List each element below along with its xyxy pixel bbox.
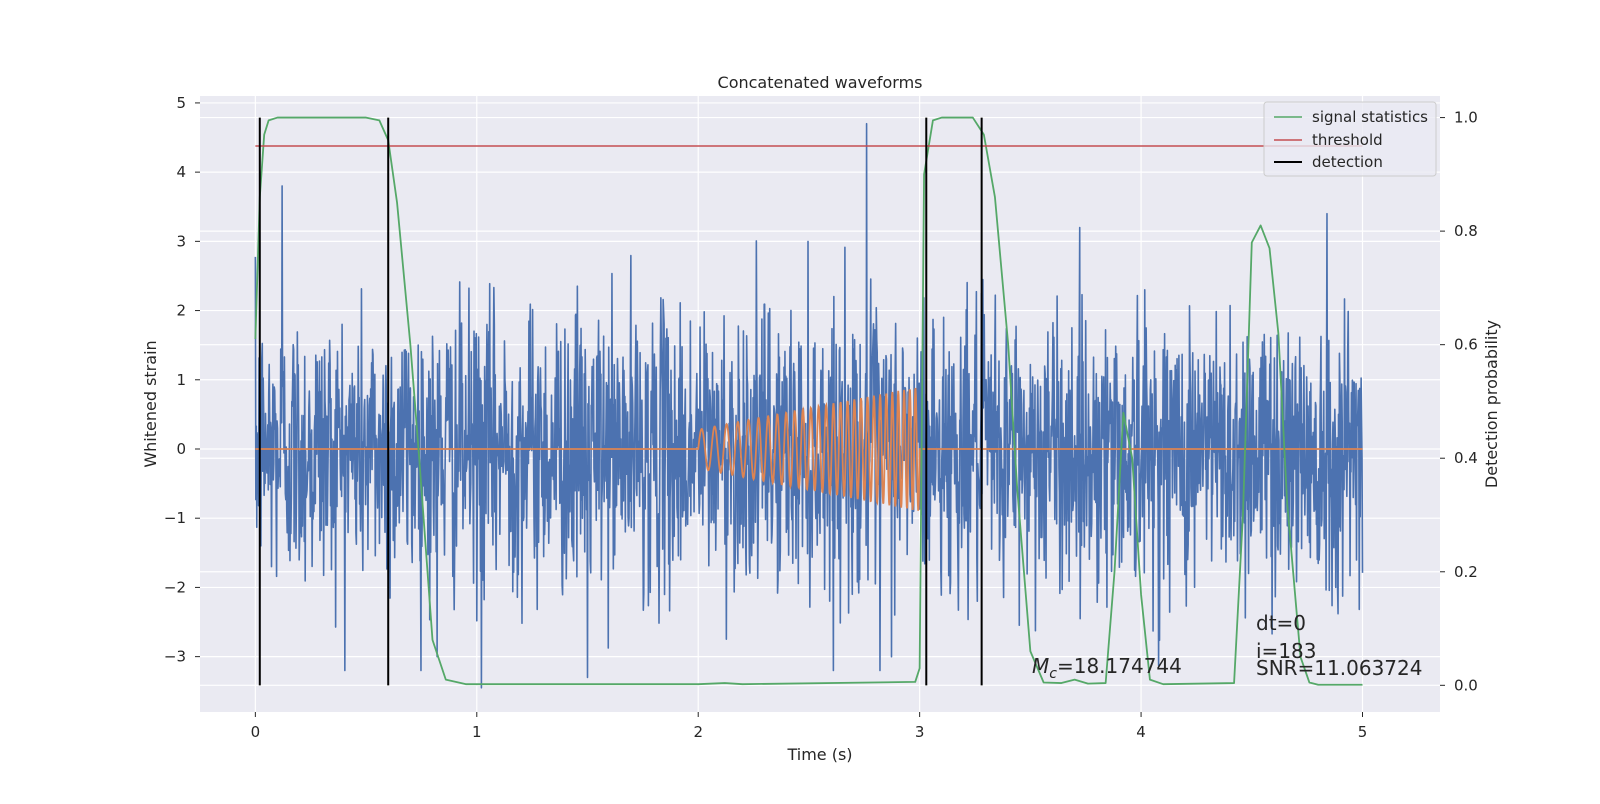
signal-statistics-line	[254, 116, 1363, 686]
injected-chirp-line	[255, 387, 1363, 511]
index-annotation: i=183	[1256, 639, 1317, 663]
legend-box	[1263, 101, 1437, 177]
legend-label-detection: detection	[1312, 153, 1383, 171]
y2-tick-label: 0.8	[1454, 222, 1478, 240]
y-tick-label: 3	[176, 232, 186, 250]
x-tick-label: 4	[1136, 723, 1146, 741]
chart-title: Concatenated waveforms	[718, 73, 923, 92]
y2-tick-label: 0.4	[1454, 449, 1478, 467]
chirp-mass-value: =18.174744	[1057, 654, 1182, 678]
grid-lines-left	[200, 96, 1440, 712]
y2-tick-label: 0.6	[1454, 336, 1478, 354]
x-tick-label: 5	[1358, 723, 1368, 741]
dt-annotation: dt=0	[1256, 611, 1306, 635]
y-tick-label: 5	[176, 94, 186, 112]
y-tick-label: 0	[176, 440, 186, 458]
y2-axis-ticks: 0.0 0.2 0.4 0.6 0.8 1.0	[1440, 109, 1478, 694]
x-axis-ticks: 0 1 2 3 4 5	[251, 712, 1368, 741]
y-tick-label: −1	[164, 509, 186, 527]
snr-annotation: SNR=11.063724	[1256, 656, 1422, 680]
y-tick-label: 4	[176, 163, 186, 181]
series-layer	[254, 116, 1364, 689]
y-axis-label: Whitened strain	[141, 340, 160, 467]
legend: signal statistics threshold detection	[1263, 101, 1437, 177]
y2-axis-label: Detection probability	[1482, 320, 1501, 488]
y-tick-label: 1	[176, 371, 186, 389]
legend-label-threshold: threshold	[1312, 131, 1383, 149]
legend-label-signal-statistics: signal statistics	[1312, 108, 1428, 126]
chirp-mass-annotation: Mc=18.174744	[1032, 654, 1182, 682]
x-tick-label: 0	[251, 723, 261, 741]
x-tick-label: 2	[693, 723, 703, 741]
x-axis-label: Time (s)	[786, 745, 852, 764]
y-tick-label: 2	[176, 302, 186, 320]
y2-tick-label: 1.0	[1454, 109, 1478, 127]
annotations: Mc=18.174744 dt=0 i=183 SNR=11.063724	[1032, 611, 1422, 682]
y2-tick-label: 0.0	[1454, 676, 1478, 694]
y-axis-ticks: −3 −2 −1 0 1 2 3 4 5	[164, 94, 200, 666]
x-tick-label: 1	[472, 723, 482, 741]
y2-tick-label: 0.2	[1454, 563, 1478, 581]
y-tick-label: −2	[164, 578, 186, 596]
y-tick-label: −3	[164, 648, 186, 666]
x-tick-label: 3	[915, 723, 925, 741]
